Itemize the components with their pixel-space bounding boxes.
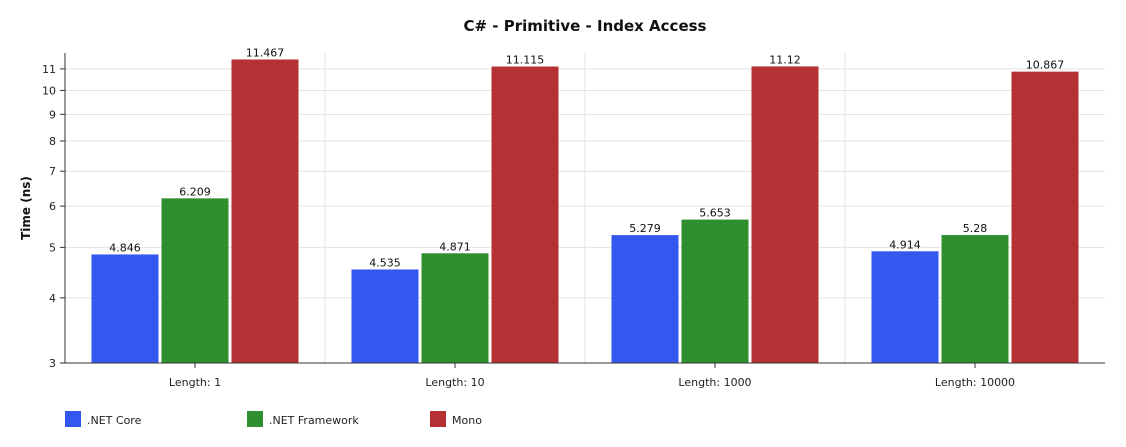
bar xyxy=(91,254,159,363)
bars-group: 4.846 6.209 11.467 4.535 4.871 11.115 5.279 5.6… xyxy=(91,46,1079,363)
y-tick-label: 11 xyxy=(42,63,56,76)
y-tick-label: 3 xyxy=(49,357,56,370)
x-tick-label: Length: 1000 xyxy=(678,376,751,389)
x-tick-label: Length: 10000 xyxy=(935,376,1015,389)
legend-label: .NET Framework xyxy=(269,414,359,427)
bar xyxy=(421,253,489,363)
bar xyxy=(871,251,939,363)
bar-value-label: 4.914 xyxy=(889,238,921,251)
legend-swatch xyxy=(247,411,263,427)
bar-value-label: 11.12 xyxy=(769,53,801,66)
legend-swatch xyxy=(430,411,446,427)
bar-value-label: 4.846 xyxy=(109,241,141,254)
y-tick-label: 6 xyxy=(49,200,56,213)
legend-label: .NET Core xyxy=(87,414,142,427)
axes: 3 4 5 6 7 8 9 10 11 Length: 1 Length: 10 Length: 10… xyxy=(42,53,1105,389)
legend-swatch xyxy=(65,411,81,427)
legend-label: Mono xyxy=(452,414,482,427)
x-tick-label: Length: 1 xyxy=(169,376,221,389)
bar xyxy=(611,235,679,363)
bar-value-label: 4.871 xyxy=(439,240,471,253)
bar xyxy=(751,66,819,363)
chart-title: C# - Primitive - Index Access xyxy=(464,17,707,35)
y-tick-label: 4 xyxy=(49,292,56,305)
bar-value-label: 5.653 xyxy=(699,207,731,220)
bar-value-label: 10.867 xyxy=(1026,59,1065,72)
bar xyxy=(351,269,419,363)
y-tick-label: 10 xyxy=(42,84,56,97)
bar-value-label: 5.28 xyxy=(963,222,988,235)
bar-value-label: 11.467 xyxy=(246,46,285,59)
bar xyxy=(681,219,749,363)
bar xyxy=(161,198,229,363)
y-axis-label: Time (ns) xyxy=(19,176,33,240)
bar xyxy=(491,66,559,363)
bar xyxy=(941,235,1009,363)
bar-value-label: 6.209 xyxy=(179,185,211,198)
bar-value-label: 5.279 xyxy=(629,222,661,235)
x-tick-label: Length: 10 xyxy=(425,376,484,389)
bar-value-label: 11.115 xyxy=(506,54,545,67)
y-tick-label: 7 xyxy=(49,165,56,178)
bar xyxy=(231,59,299,363)
y-tick-label: 5 xyxy=(49,241,56,254)
y-tick-label: 9 xyxy=(49,108,56,121)
bar xyxy=(1011,71,1079,363)
y-tick-label: 8 xyxy=(49,135,56,148)
legend: .NET Core .NET Framework Mono xyxy=(65,411,482,427)
bar-value-label: 4.535 xyxy=(369,256,401,269)
